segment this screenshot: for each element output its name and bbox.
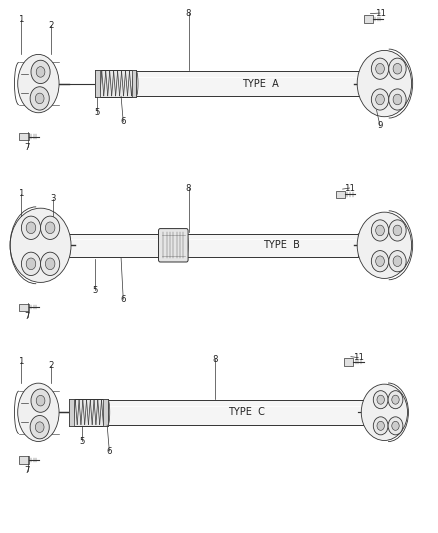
- FancyBboxPatch shape: [136, 71, 367, 96]
- Ellipse shape: [28, 268, 53, 281]
- FancyBboxPatch shape: [131, 70, 136, 98]
- Text: 8: 8: [186, 183, 191, 192]
- Circle shape: [35, 422, 44, 432]
- FancyBboxPatch shape: [95, 70, 100, 98]
- Text: 5: 5: [94, 108, 100, 117]
- Text: TYPE  C: TYPE C: [228, 407, 265, 417]
- Ellipse shape: [377, 102, 396, 116]
- FancyBboxPatch shape: [108, 400, 367, 424]
- Text: 11: 11: [374, 9, 385, 18]
- Circle shape: [376, 225, 385, 236]
- Circle shape: [373, 417, 388, 435]
- Text: 2: 2: [49, 361, 54, 370]
- Circle shape: [21, 252, 41, 276]
- Circle shape: [373, 391, 388, 409]
- Circle shape: [376, 63, 385, 74]
- Circle shape: [46, 258, 55, 270]
- Circle shape: [392, 395, 399, 404]
- FancyBboxPatch shape: [95, 70, 136, 98]
- Circle shape: [388, 417, 403, 435]
- Circle shape: [376, 94, 385, 105]
- Circle shape: [393, 63, 402, 74]
- Text: 6: 6: [106, 447, 112, 456]
- Circle shape: [31, 60, 50, 84]
- Text: TYPE  A: TYPE A: [242, 78, 279, 88]
- Circle shape: [31, 389, 50, 413]
- Ellipse shape: [377, 52, 396, 64]
- Text: 6: 6: [120, 117, 126, 126]
- Ellipse shape: [378, 385, 395, 397]
- Ellipse shape: [18, 383, 59, 441]
- Ellipse shape: [377, 264, 396, 277]
- FancyBboxPatch shape: [69, 233, 160, 257]
- Ellipse shape: [357, 51, 412, 117]
- Circle shape: [21, 216, 41, 239]
- Circle shape: [376, 256, 385, 266]
- Circle shape: [36, 395, 45, 406]
- Text: 7: 7: [25, 143, 30, 152]
- Circle shape: [377, 421, 385, 430]
- Circle shape: [377, 395, 385, 404]
- Circle shape: [26, 222, 36, 233]
- Circle shape: [389, 220, 406, 241]
- Text: 1: 1: [18, 189, 24, 198]
- Text: 9: 9: [378, 122, 383, 131]
- Circle shape: [41, 216, 60, 239]
- Circle shape: [371, 220, 389, 241]
- FancyBboxPatch shape: [19, 133, 29, 140]
- Text: 7: 7: [25, 312, 30, 321]
- Circle shape: [371, 251, 389, 272]
- Ellipse shape: [378, 429, 395, 440]
- Circle shape: [393, 256, 402, 266]
- Text: 7: 7: [25, 466, 30, 475]
- FancyBboxPatch shape: [69, 399, 74, 426]
- Circle shape: [388, 391, 403, 409]
- Circle shape: [393, 225, 402, 236]
- Ellipse shape: [377, 213, 396, 227]
- Ellipse shape: [10, 208, 71, 282]
- Text: 8: 8: [186, 9, 191, 18]
- Circle shape: [393, 94, 402, 105]
- Circle shape: [41, 252, 60, 276]
- FancyBboxPatch shape: [19, 303, 29, 311]
- Circle shape: [392, 421, 399, 430]
- Circle shape: [30, 87, 49, 110]
- Circle shape: [389, 251, 406, 272]
- FancyBboxPatch shape: [186, 233, 358, 257]
- FancyBboxPatch shape: [336, 191, 345, 198]
- Circle shape: [371, 58, 389, 79]
- Circle shape: [389, 58, 406, 79]
- Text: 6: 6: [120, 295, 126, 304]
- Ellipse shape: [361, 384, 407, 440]
- Text: 8: 8: [212, 355, 217, 364]
- FancyBboxPatch shape: [103, 399, 108, 426]
- FancyBboxPatch shape: [159, 229, 188, 262]
- Ellipse shape: [357, 212, 412, 278]
- Circle shape: [389, 89, 406, 110]
- Text: 11: 11: [344, 183, 355, 192]
- Circle shape: [26, 258, 36, 270]
- Text: 5: 5: [92, 286, 98, 295]
- Circle shape: [35, 93, 44, 104]
- Text: 1: 1: [18, 358, 24, 367]
- Text: 3: 3: [50, 194, 56, 203]
- Text: 2: 2: [49, 21, 54, 30]
- FancyBboxPatch shape: [19, 456, 29, 464]
- Circle shape: [36, 67, 45, 77]
- FancyBboxPatch shape: [364, 15, 373, 23]
- FancyBboxPatch shape: [344, 358, 353, 366]
- Text: TYPE  B: TYPE B: [263, 240, 300, 251]
- Circle shape: [46, 222, 55, 233]
- FancyBboxPatch shape: [69, 399, 108, 426]
- Ellipse shape: [28, 209, 53, 223]
- Circle shape: [30, 416, 49, 439]
- Text: 5: 5: [79, 437, 85, 446]
- Text: 1: 1: [18, 15, 24, 25]
- Circle shape: [371, 89, 389, 110]
- Text: 11: 11: [353, 353, 364, 362]
- Ellipse shape: [18, 54, 59, 113]
